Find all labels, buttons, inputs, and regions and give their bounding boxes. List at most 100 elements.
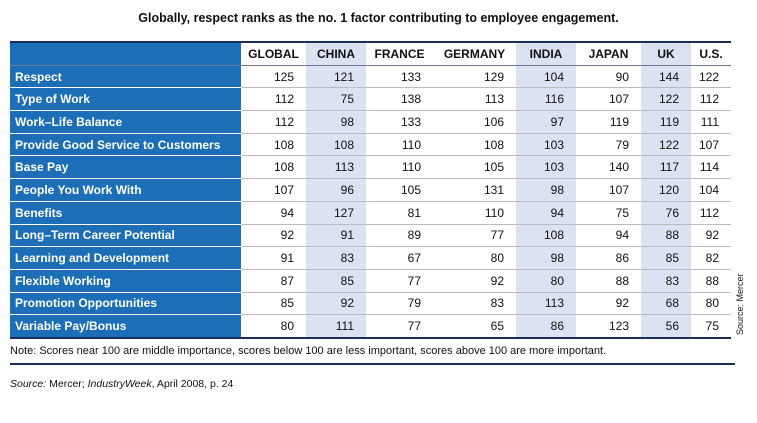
cell: 112 [241, 87, 306, 112]
cell: 110 [433, 201, 516, 225]
column-header: UK [641, 42, 691, 66]
cell: 112 [691, 87, 731, 112]
row-label: Learning and Development [10, 246, 241, 270]
cell: 107 [576, 178, 641, 202]
column-header: INDIA [516, 42, 576, 66]
cell: 127 [306, 201, 366, 225]
side-note: Source: Mercer [735, 273, 745, 335]
table-body: Respect 125 121 133 129 104 90 144 122 Type of Wo… [10, 65, 731, 339]
cell: 81 [366, 201, 433, 225]
cell: 88 [576, 269, 641, 293]
cell: 86 [516, 314, 576, 339]
cell: 133 [366, 110, 433, 134]
cell: 65 [433, 314, 516, 339]
cell: 108 [306, 133, 366, 157]
cell: 108 [241, 133, 306, 157]
header-row: GLOBAL CHINA FRANCE GERMANY INDIA JAPAN UK U.S. [10, 42, 731, 66]
cell: 104 [691, 178, 731, 202]
cell: 75 [691, 314, 731, 339]
table-row: Base Pay 108 113 110 105 103 140 117 114 [10, 155, 731, 180]
cell: 98 [306, 110, 366, 134]
table-row: Flexible Working 87 85 77 92 80 88 83 88 [10, 269, 731, 293]
table-row: Benefits 94 127 81 110 94 75 76 112 [10, 201, 731, 225]
title: Globally, respect ranks as the no. 1 fac… [138, 11, 619, 25]
row-label: Variable Pay/Bonus [10, 314, 241, 339]
cell: 106 [433, 110, 516, 134]
table-row: Type of Work 112 75 138 113 116 107 122 112 [10, 87, 731, 112]
cell: 133 [366, 65, 433, 89]
cell: 92 [241, 224, 306, 248]
row-label: Flexible Working [10, 269, 241, 293]
cell: 138 [366, 87, 433, 112]
cell: 131 [433, 178, 516, 202]
cell: 86 [576, 246, 641, 270]
cell: 103 [516, 133, 576, 157]
cell: 122 [641, 87, 691, 112]
cell: 129 [433, 65, 516, 89]
table-row: Long–Term Career Potential 92 91 89 77 108 94 8… [10, 224, 731, 248]
table-row: Learning and Development 91 83 67 80 98 86 85 82 [10, 246, 731, 270]
cell: 113 [516, 292, 576, 316]
source: Source: Mercer; IndustryWeek, April 2008… [10, 378, 233, 390]
cell: 75 [306, 87, 366, 112]
cell: 110 [366, 155, 433, 180]
cell: 111 [306, 314, 366, 339]
cell: 77 [366, 269, 433, 293]
cell: 83 [433, 292, 516, 316]
row-label: People You Work With [10, 178, 241, 202]
row-label: Work–Life Balance [10, 110, 241, 134]
cell: 85 [641, 246, 691, 270]
cell: 108 [433, 133, 516, 157]
cell: 92 [576, 292, 641, 316]
cell: 79 [576, 133, 641, 157]
cell: 140 [576, 155, 641, 180]
cell: 88 [691, 269, 731, 293]
cell: 123 [576, 314, 641, 339]
cell: 105 [366, 178, 433, 202]
source-label: Source: [10, 378, 47, 390]
cell: 91 [241, 246, 306, 270]
cell: 80 [241, 314, 306, 339]
cell: 111 [691, 110, 731, 134]
cell: 122 [641, 133, 691, 157]
header-corner [10, 42, 241, 66]
cell: 68 [641, 292, 691, 316]
cell: 108 [241, 155, 306, 180]
cell: 80 [516, 269, 576, 293]
cell: 116 [516, 87, 576, 112]
note: Note: Scores near 100 are middle importa… [10, 345, 735, 365]
cell: 77 [366, 314, 433, 339]
table-row: People You Work With 107 96 105 131 98 107 120 1… [10, 178, 731, 202]
data-table: GLOBAL CHINA FRANCE GERMANY INDIA JAPAN UK U.S.… [10, 41, 731, 339]
cell: 87 [241, 269, 306, 293]
cell: 85 [306, 269, 366, 293]
cell: 85 [241, 292, 306, 316]
cell: 96 [306, 178, 366, 202]
row-label: Benefits [10, 201, 241, 225]
cell: 90 [576, 65, 641, 89]
cell: 120 [641, 178, 691, 202]
table-row: Work–Life Balance 112 98 133 106 97 119 119 111 [10, 110, 731, 134]
cell: 94 [241, 201, 306, 225]
cell: 98 [516, 246, 576, 270]
cell: 91 [306, 224, 366, 248]
cell: 80 [433, 246, 516, 270]
column-header: FRANCE [366, 42, 433, 66]
column-header: GLOBAL [241, 42, 306, 66]
row-label: Promotion Opportunities [10, 292, 241, 316]
cell: 107 [576, 87, 641, 112]
source-text: Mercer; [46, 378, 88, 390]
cell: 110 [366, 133, 433, 157]
cell: 97 [516, 110, 576, 134]
cell: 80 [691, 292, 731, 316]
cell: 83 [306, 246, 366, 270]
cell: 103 [516, 155, 576, 180]
cell: 89 [366, 224, 433, 248]
cell: 105 [433, 155, 516, 180]
column-header: U.S. [691, 42, 731, 66]
cell: 112 [241, 110, 306, 134]
source-publication: IndustryWeek [87, 378, 152, 390]
cell: 107 [691, 133, 731, 157]
cell: 67 [366, 246, 433, 270]
